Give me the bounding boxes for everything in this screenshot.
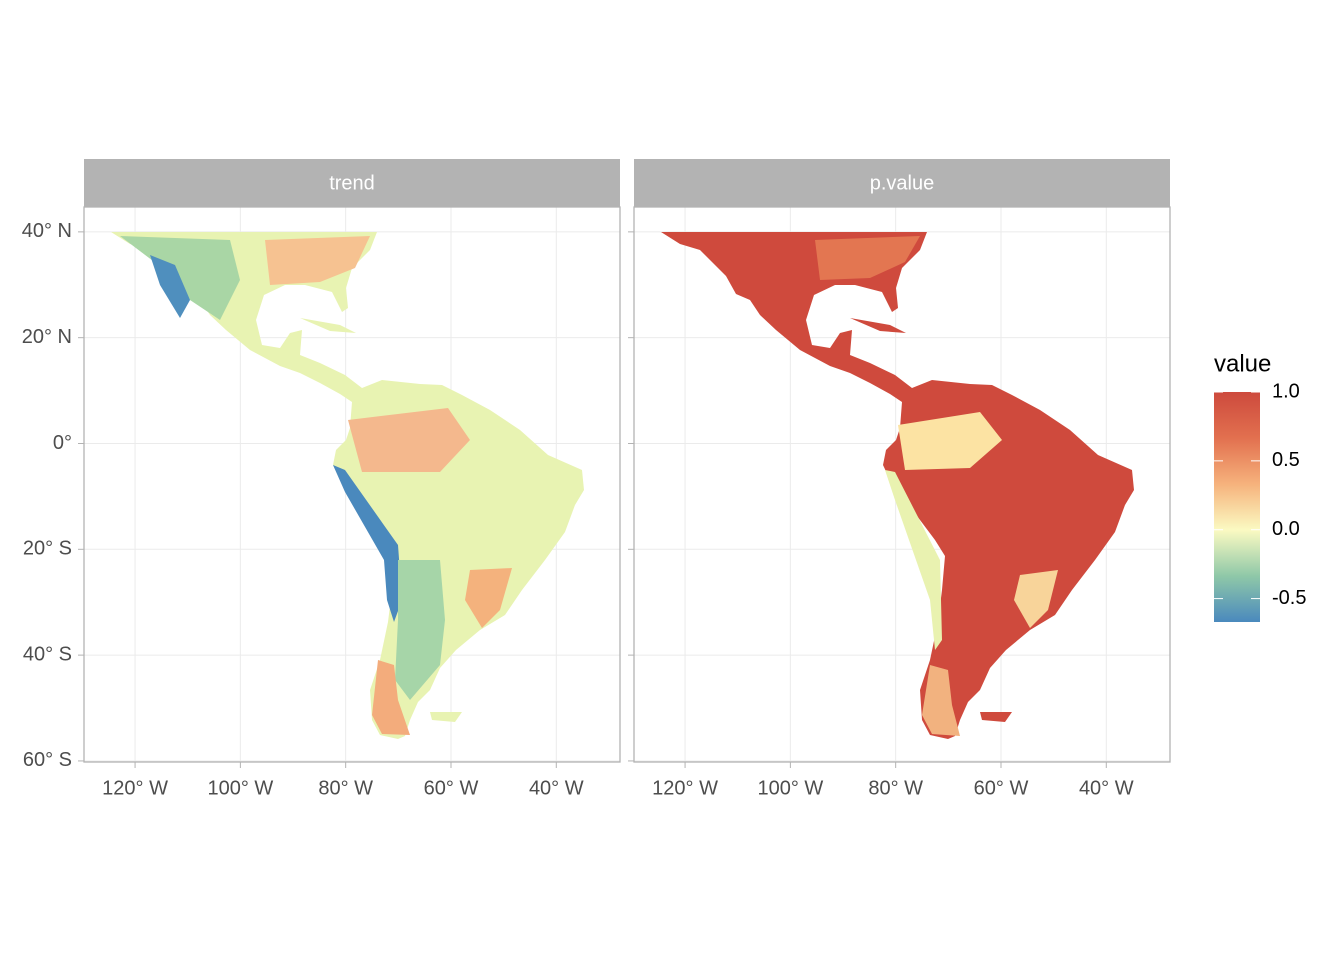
y-tick-label: 40° S	[23, 643, 72, 665]
raster-patch	[333, 465, 402, 622]
raster-patch	[395, 560, 445, 700]
y-tick-label: 40° N	[22, 220, 72, 242]
x-tick-label: 80° W	[318, 777, 373, 799]
strip	[634, 159, 1170, 207]
x-tick-label: 120° W	[652, 777, 718, 799]
raster-patch	[372, 660, 410, 735]
raster-patch	[265, 236, 370, 285]
raster-patch	[348, 408, 470, 472]
legend-label: 1.0	[1272, 380, 1300, 402]
x-tick-label: 60° W	[424, 777, 479, 799]
x-tick-label: 100° W	[757, 777, 823, 799]
legend-title: value	[1214, 350, 1271, 377]
x-tick-label: 120° W	[102, 777, 168, 799]
legend-label: 0.5	[1272, 449, 1300, 471]
x-tick-label: 40° W	[529, 777, 584, 799]
y-tick-label: 20° N	[22, 326, 72, 348]
raster-patch	[465, 568, 512, 628]
x-tick-label: 40° W	[1079, 777, 1134, 799]
strip-label: trend	[329, 172, 375, 194]
raster-patch	[815, 236, 920, 280]
x-tick-label: 80° W	[868, 777, 923, 799]
colorbar	[1214, 392, 1260, 622]
raster-patch	[150, 255, 190, 318]
raster-patch	[922, 665, 960, 736]
x-tick-label: 60° W	[974, 777, 1029, 799]
y-tick-label: 0°	[53, 432, 72, 454]
strip	[84, 159, 620, 207]
panel-p-value	[661, 232, 1134, 739]
x-tick-label: 100° W	[207, 777, 273, 799]
y-tick-label: 20° S	[23, 538, 72, 560]
raster-patch	[898, 412, 1002, 470]
strip-label: p.value	[870, 172, 935, 194]
legend-label: 0.0	[1272, 518, 1300, 540]
panel-trend	[111, 232, 584, 739]
raster-patch	[885, 470, 942, 650]
legend-label: -0.5	[1272, 587, 1306, 609]
y-tick-label: 60° S	[23, 749, 72, 771]
raster-patch	[1014, 570, 1058, 628]
